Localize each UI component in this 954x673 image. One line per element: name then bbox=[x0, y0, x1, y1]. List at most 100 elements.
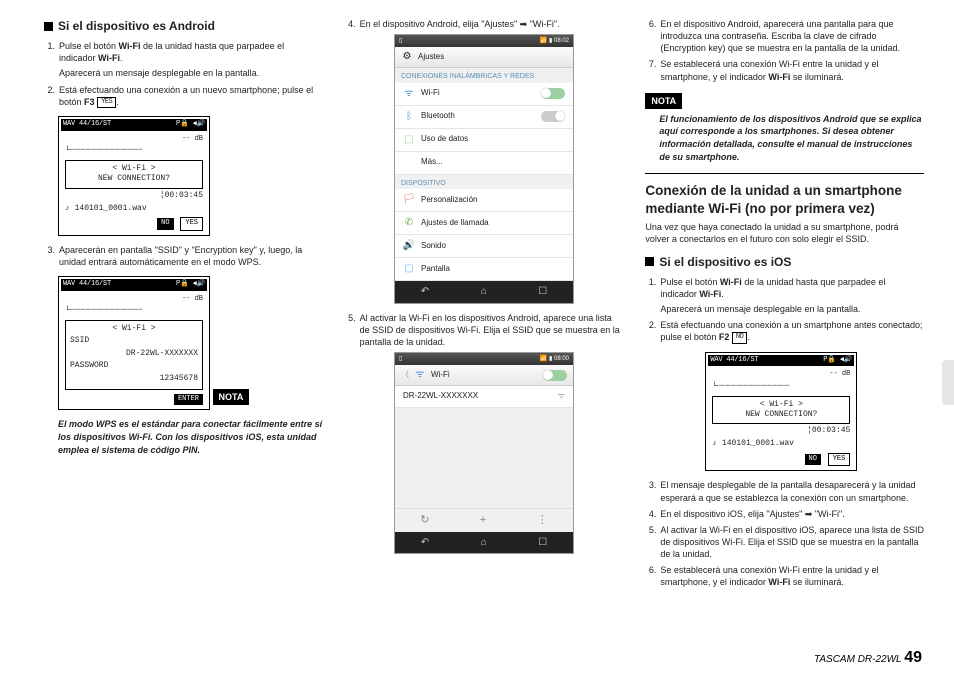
phone-section: DISPOSITIVO bbox=[395, 175, 573, 189]
step-number: 6. bbox=[645, 564, 660, 588]
lcd-lines: └┈┈┈┈┈┈┈┈┈┈┈┈┈┈┈ bbox=[65, 146, 203, 156]
add-icon: + bbox=[480, 513, 486, 528]
text: Está efectuando una conexión a un smartp… bbox=[660, 320, 922, 342]
step-number: 5. bbox=[345, 312, 360, 348]
step-number: 5. bbox=[645, 524, 660, 560]
step-body: En el dispositivo Android, aparecerá una… bbox=[660, 18, 924, 54]
lcd-no-button: NO bbox=[805, 454, 821, 465]
text-bold: F3 bbox=[84, 97, 95, 107]
lcd-file: ♪ 140101_0001.wav bbox=[65, 204, 203, 215]
text: Pulse el botón bbox=[660, 277, 720, 287]
lcd-head-right: P🔒 ◀🔊 bbox=[176, 120, 205, 129]
home-icon: ⌂ bbox=[481, 536, 487, 550]
phone-icon: ✆ bbox=[403, 217, 415, 229]
lcd-no-button: NO bbox=[157, 218, 173, 229]
lcd-buttons: NO YES bbox=[65, 217, 203, 230]
lcd-lines: └┈┈┈┈┈┈┈┈┈┈┈┈┈┈┈ bbox=[712, 382, 850, 392]
row-label: Más... bbox=[421, 157, 443, 168]
step-number: 1. bbox=[44, 40, 59, 79]
lcd-dialog: < Wi-Fi > NEW CONNECTION? bbox=[712, 396, 850, 425]
step-body: El mensaje desplegable de la pantalla de… bbox=[660, 479, 924, 503]
wifi-strength-icon: ᯤ bbox=[558, 391, 565, 402]
step-7: 7. Se establecerá una conexión Wi-Fi ent… bbox=[645, 58, 924, 82]
lcd-dialog-title: < Wi-Fi > bbox=[717, 400, 845, 410]
step-number: 3. bbox=[645, 479, 660, 503]
section-title: Conexión de la unidad a un smartphone me… bbox=[645, 182, 924, 217]
lcd-lines: └┈┈┈┈┈┈┈┈┈┈┈┈┈┈┈ bbox=[65, 306, 203, 316]
phone-nav-bar: ↶⌂☐ bbox=[395, 281, 573, 303]
ios-step-2: 2. Está efectuando una conexión a un sma… bbox=[645, 319, 924, 343]
lcd-head-left: WAV 44/16/ST bbox=[710, 356, 758, 365]
heading-android: Si el dispositivo es Android bbox=[44, 18, 323, 34]
row-label: Uso de datos bbox=[421, 134, 468, 145]
text: En el dispositivo iOS, elija "Ajustes" bbox=[660, 509, 804, 519]
row-label: Ajustes de llamada bbox=[421, 218, 489, 229]
heading-ios: Si el dispositivo es iOS bbox=[645, 254, 924, 270]
phone-action-bar: ↻ + ⋮ bbox=[395, 508, 573, 532]
step-body: En el dispositivo Android, elija "Ajuste… bbox=[360, 18, 624, 30]
lcd-buttons: ENTER bbox=[65, 394, 203, 405]
text-bold: F2 bbox=[719, 332, 730, 342]
phone-wifi-screenshot: ▯📶 ▮ 08:00 〈ᯤWi-Fi DR-22WL-XXXXXXXᯤ ↻+⋮ … bbox=[394, 352, 574, 554]
step-body: Aparecerán en pantalla "SSID" y "Encrypt… bbox=[59, 244, 323, 268]
lcd-time: ¦00:03:45 bbox=[712, 426, 850, 437]
phone-title-bar: ⚙Ajustes bbox=[395, 47, 573, 68]
step-body: Al activar la Wi-Fi en el dispositivo iO… bbox=[660, 524, 924, 560]
f3-icon: YES bbox=[97, 97, 116, 108]
text-bold: Wi-Fi bbox=[768, 577, 790, 587]
lcd-enter-button: ENTER bbox=[174, 394, 203, 405]
text-bold: Wi-Fi bbox=[98, 53, 120, 63]
step-body: Se establecerá una conexión Wi-Fi entre … bbox=[660, 564, 924, 588]
phone-row-display: ▢ Pantalla bbox=[395, 258, 573, 281]
lcd-head-left: WAV 44/16/ST bbox=[63, 280, 111, 289]
row-label: Pantalla bbox=[421, 264, 450, 275]
ios-step-4: 4. En el dispositivo iOS, elija "Ajustes… bbox=[645, 508, 924, 520]
home-icon: ⌂ bbox=[481, 285, 487, 299]
refresh-icon: ↻ bbox=[420, 513, 429, 528]
text: "Wi-Fi". bbox=[527, 19, 559, 29]
display-icon: ▢ bbox=[403, 263, 415, 275]
menu-icon: ⋮ bbox=[537, 513, 548, 528]
back-icon: ↶ bbox=[421, 285, 429, 299]
step-body: Se establecerá una conexión Wi-Fi entre … bbox=[660, 58, 924, 82]
text-bold: Wi-Fi bbox=[768, 72, 790, 82]
text-bold: Wi-Fi bbox=[699, 289, 721, 299]
personalization-icon: 🏳 bbox=[403, 194, 415, 206]
step-sub: Aparecerá un mensaje desplegable en la p… bbox=[59, 67, 323, 79]
step-number: 4. bbox=[345, 18, 360, 30]
step-6: 6. En el dispositivo Android, aparecerá … bbox=[645, 18, 924, 54]
lcd-figure-1: WAV 44/16/STP🔒 ◀🔊 -- dB └┈┈┈┈┈┈┈┈┈┈┈┈┈┈┈… bbox=[58, 116, 210, 236]
footer-page-number: 49 bbox=[904, 649, 922, 666]
lcd-info-box: < Wi-Fi > SSID DR-22WL-XXXXXXX PASSWORD … bbox=[65, 320, 203, 390]
step-number: 7. bbox=[645, 58, 660, 82]
row-label: Personalización bbox=[421, 195, 477, 206]
toggle-on bbox=[543, 370, 567, 381]
text-bold: Wi-Fi bbox=[720, 277, 742, 287]
step-body: Al activar la Wi-Fi en los dispositivos … bbox=[360, 312, 624, 348]
section-intro: Una vez que haya conectado la unidad a s… bbox=[645, 221, 924, 245]
phone-title: Ajustes bbox=[418, 52, 444, 63]
data-icon: ⬚ bbox=[403, 134, 415, 146]
step-body: Está efectuando una conexión a un nuevo … bbox=[59, 84, 323, 108]
nota-text: El modo WPS es el estándar para conectar… bbox=[44, 418, 323, 456]
lcd-db: -- dB bbox=[65, 295, 203, 304]
text: . bbox=[721, 289, 724, 299]
nota-label: NOTA bbox=[645, 93, 682, 109]
phone-section: CONEXIONES INALÁMBRICAS Y REDES bbox=[395, 68, 573, 82]
ios-step-5: 5. Al activar la Wi-Fi en el dispositivo… bbox=[645, 524, 924, 560]
lcd-dialog-title: < Wi-Fi > bbox=[70, 164, 198, 174]
step-sub: Aparecerá un mensaje desplegable en la p… bbox=[660, 303, 924, 315]
f2-icon: NO bbox=[732, 332, 747, 343]
wifi-icon: ᯤ bbox=[414, 369, 426, 381]
step-body: Pulse el botón Wi-Fi de la unidad hasta … bbox=[59, 40, 323, 79]
step-number: 2. bbox=[44, 84, 59, 108]
status-left: ▯ bbox=[399, 355, 402, 363]
row-label: Wi-Fi bbox=[421, 88, 440, 99]
step-5: 5. Al activar la Wi-Fi en los dispositiv… bbox=[345, 312, 624, 348]
phone-row-wifi: ᯤWi-Fi bbox=[395, 83, 573, 106]
step-number: 6. bbox=[645, 18, 660, 54]
toggle-on bbox=[541, 88, 565, 99]
lcd-figure-2: WAV 44/16/STP🔒 ◀🔊 -- dB └┈┈┈┈┈┈┈┈┈┈┈┈┈┈┈… bbox=[58, 276, 210, 410]
step-number: 4. bbox=[645, 508, 660, 520]
page-tab bbox=[942, 360, 954, 405]
